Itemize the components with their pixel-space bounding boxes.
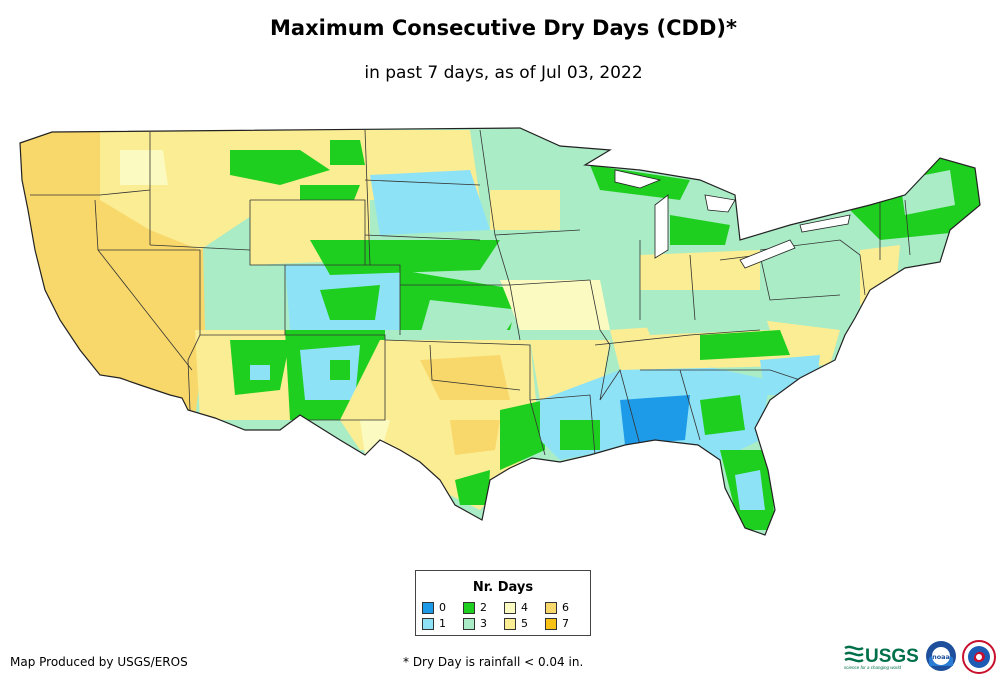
dry-day-note: * Dry Day is rainfall < 0.04 in. <box>403 655 584 669</box>
legend-swatch <box>463 602 475 614</box>
legend-swatch <box>504 618 516 630</box>
legend-swatch <box>463 618 475 630</box>
legend-label: 4 <box>521 601 528 614</box>
legend-label: 0 <box>439 601 446 614</box>
legend: Nr. Days 0 1 2 3 4 5 6 7 <box>415 570 591 636</box>
us-cdd-map <box>19 127 981 536</box>
noaa-logo-text: noaa <box>932 653 950 661</box>
map-title: Maximum Consecutive Dry Days (CDD)* <box>270 16 737 40</box>
legend-swatch <box>422 602 434 614</box>
legend-label: 5 <box>521 617 528 630</box>
legend-label: 6 <box>562 601 569 614</box>
usgs-logo-text: USGS <box>865 646 919 667</box>
legend-title: Nr. Days <box>472 580 534 595</box>
legend-swatch <box>422 618 434 630</box>
noaa-logo: noaa <box>926 641 956 671</box>
legend-swatch <box>545 602 557 614</box>
legend-swatch <box>504 602 516 614</box>
legend-swatch <box>545 618 557 630</box>
usgs-logo: USGS science for a changing world <box>844 645 919 670</box>
legend-label: 3 <box>480 617 487 630</box>
nws-logo <box>962 640 996 674</box>
usgs-tagline: science for a changing world <box>844 665 902 670</box>
legend-label: 1 <box>439 617 446 630</box>
map-subtitle: in past 7 days, as of Jul 03, 2022 <box>364 63 643 83</box>
legend-label: 2 <box>480 601 487 614</box>
legend-label: 7 <box>562 617 569 630</box>
credit-text: Map Produced by USGS/EROS <box>10 655 188 669</box>
